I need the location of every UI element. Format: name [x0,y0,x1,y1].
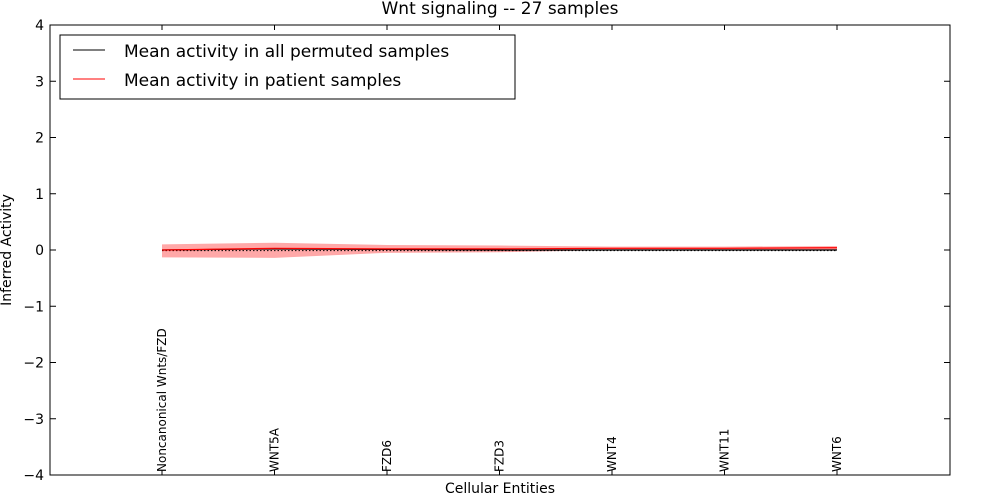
y-tick-label: 2 [35,131,44,147]
y-axis: 4 3 2 1 0 −1 −2 −3 −4 [23,18,950,484]
lines-layer [161,247,838,252]
legend: Mean activity in all permuted samples Me… [59,34,516,100]
chart-title: Wnt signaling -- 27 samples [381,0,618,19]
x-category-label: WNT6 [830,436,844,472]
y-axis-label: Inferred Activity [0,194,15,306]
x-category-label: Noncanonical Wnts/FZD [155,328,169,472]
legend-frame [59,34,516,100]
x-category-label: WNT11 [718,429,732,472]
x-category-label: FZD3 [493,440,507,472]
x-axis-category-labels: Noncanonical Wnts/FZD WNT5A FZD6 FZD3 WNT4 WN… [155,25,844,475]
y-tick-label: −4 [23,468,44,484]
y-tick-label: 4 [35,18,44,34]
legend-label-permuted: Mean activity in all permuted samples [124,42,449,62]
series-line-patient [161,247,838,251]
y-tick-label: 0 [35,243,44,259]
legend-label-patient: Mean activity in patient samples [124,71,401,91]
y-tick-label: −3 [23,412,44,428]
y-tick-label: −2 [23,356,44,372]
y-tick-label: 3 [35,74,44,90]
x-category-label: WNT5A [268,427,282,472]
x-axis-label: Cellular Entities [445,481,555,497]
y-tick-label: 1 [35,187,44,203]
x-category-label: WNT4 [605,436,619,472]
y-tick-label: −1 [23,299,44,315]
x-category-label: FZD6 [380,440,394,472]
